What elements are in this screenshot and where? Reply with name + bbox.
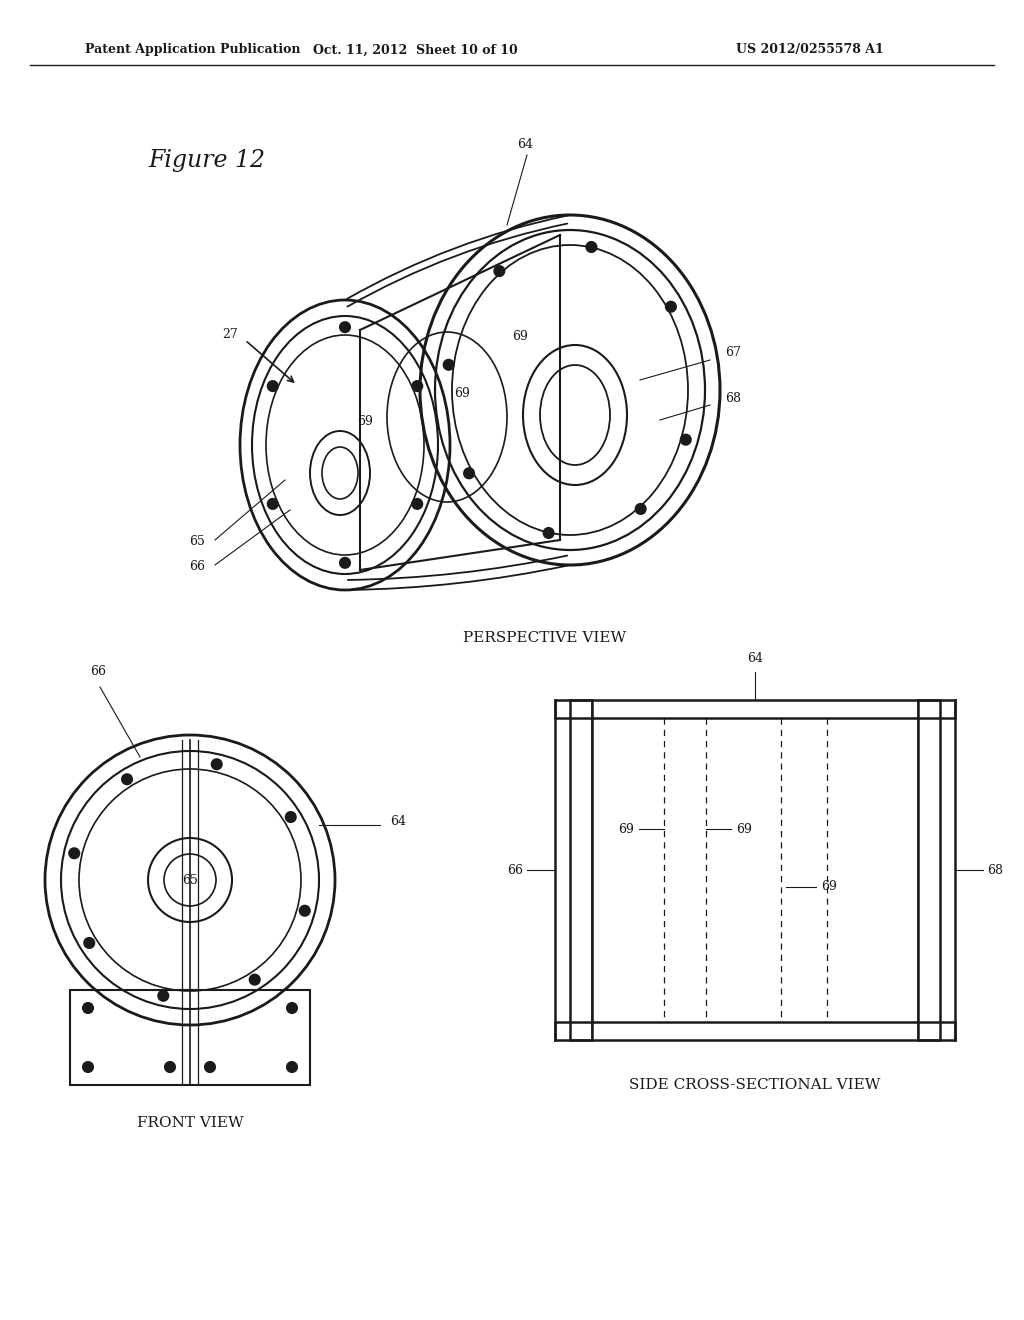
Circle shape xyxy=(495,267,505,276)
Circle shape xyxy=(300,906,309,916)
Circle shape xyxy=(70,849,79,858)
Circle shape xyxy=(83,1003,93,1012)
Circle shape xyxy=(340,322,350,333)
Text: 69: 69 xyxy=(821,880,837,894)
Text: 69: 69 xyxy=(454,387,470,400)
Text: 69: 69 xyxy=(617,822,634,836)
Circle shape xyxy=(287,1063,297,1072)
Circle shape xyxy=(250,974,260,985)
Circle shape xyxy=(636,504,646,513)
Circle shape xyxy=(122,775,132,784)
Text: 69: 69 xyxy=(512,330,528,343)
Circle shape xyxy=(464,469,474,478)
Circle shape xyxy=(165,1063,175,1072)
Bar xyxy=(70,990,310,1085)
Circle shape xyxy=(587,242,596,252)
Circle shape xyxy=(666,302,676,312)
Circle shape xyxy=(212,759,222,770)
Circle shape xyxy=(84,939,94,948)
Circle shape xyxy=(286,812,296,822)
Circle shape xyxy=(681,434,691,445)
Circle shape xyxy=(413,381,422,391)
Text: 66: 66 xyxy=(507,863,523,876)
Text: SIDE CROSS-SECTIONAL VIEW: SIDE CROSS-SECTIONAL VIEW xyxy=(630,1078,881,1092)
Text: 65: 65 xyxy=(189,535,205,548)
Text: 69: 69 xyxy=(357,414,373,428)
Circle shape xyxy=(159,991,168,1001)
Circle shape xyxy=(413,499,422,510)
Text: FRONT VIEW: FRONT VIEW xyxy=(136,1115,244,1130)
Bar xyxy=(555,700,955,718)
Text: 66: 66 xyxy=(189,560,205,573)
Text: 65: 65 xyxy=(182,874,198,887)
Text: 64: 64 xyxy=(517,139,534,152)
Text: 64: 64 xyxy=(390,814,406,828)
Bar xyxy=(918,700,940,1040)
Text: Patent Application Publication: Patent Application Publication xyxy=(85,44,300,57)
Text: 67: 67 xyxy=(725,346,741,359)
Circle shape xyxy=(267,499,278,510)
Circle shape xyxy=(205,1063,215,1072)
Bar xyxy=(570,700,592,1040)
Text: PERSPECTIVE VIEW: PERSPECTIVE VIEW xyxy=(464,631,627,645)
Circle shape xyxy=(83,1063,93,1072)
Bar xyxy=(555,1022,955,1040)
Text: US 2012/0255578 A1: US 2012/0255578 A1 xyxy=(736,44,884,57)
Circle shape xyxy=(340,558,350,568)
Text: 68: 68 xyxy=(725,392,741,405)
Text: 69: 69 xyxy=(736,822,752,836)
Text: 64: 64 xyxy=(746,652,763,665)
Text: Oct. 11, 2012  Sheet 10 of 10: Oct. 11, 2012 Sheet 10 of 10 xyxy=(312,44,517,57)
Text: 66: 66 xyxy=(90,665,106,678)
Text: Figure 12: Figure 12 xyxy=(148,149,265,172)
Circle shape xyxy=(443,360,454,370)
Circle shape xyxy=(544,528,554,539)
Circle shape xyxy=(267,381,278,391)
Circle shape xyxy=(287,1003,297,1012)
Text: 27: 27 xyxy=(222,329,238,342)
Text: 68: 68 xyxy=(987,863,1002,876)
